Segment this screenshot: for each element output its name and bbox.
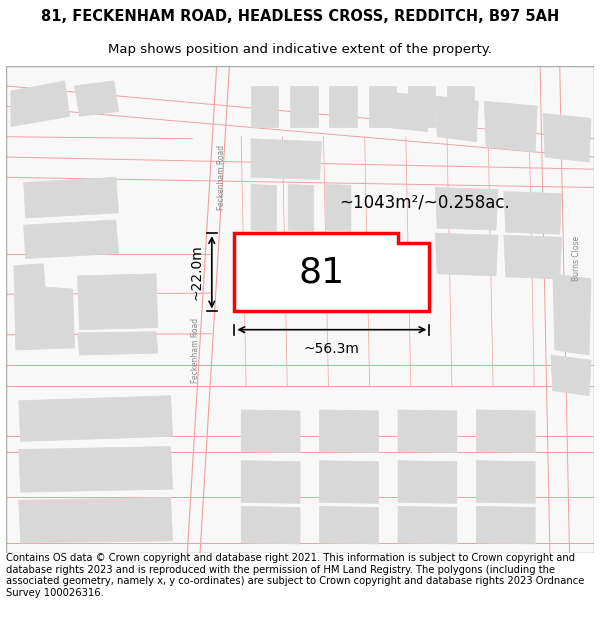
Polygon shape bbox=[241, 410, 300, 452]
Polygon shape bbox=[19, 396, 173, 441]
Text: Map shows position and indicative extent of the property.: Map shows position and indicative extent… bbox=[108, 42, 492, 56]
Polygon shape bbox=[235, 233, 430, 311]
Polygon shape bbox=[77, 274, 158, 330]
Polygon shape bbox=[543, 113, 591, 162]
Polygon shape bbox=[484, 101, 537, 152]
Polygon shape bbox=[435, 233, 498, 276]
Polygon shape bbox=[376, 91, 430, 132]
Polygon shape bbox=[23, 220, 119, 259]
Text: Contains OS data © Crown copyright and database right 2021. This information is : Contains OS data © Crown copyright and d… bbox=[6, 553, 584, 598]
Polygon shape bbox=[11, 81, 70, 126]
Text: ~56.3m: ~56.3m bbox=[304, 342, 360, 356]
Polygon shape bbox=[251, 139, 322, 179]
Polygon shape bbox=[251, 184, 277, 231]
Polygon shape bbox=[23, 177, 119, 218]
Polygon shape bbox=[504, 191, 562, 234]
Polygon shape bbox=[398, 506, 457, 544]
Polygon shape bbox=[329, 86, 357, 126]
Text: 81: 81 bbox=[299, 255, 345, 289]
Polygon shape bbox=[476, 410, 535, 452]
Polygon shape bbox=[320, 506, 379, 544]
Polygon shape bbox=[398, 461, 457, 503]
Polygon shape bbox=[14, 264, 74, 350]
Polygon shape bbox=[504, 235, 562, 279]
Text: ~1043m²/~0.258ac.: ~1043m²/~0.258ac. bbox=[339, 194, 510, 212]
Polygon shape bbox=[320, 410, 379, 452]
Polygon shape bbox=[476, 506, 535, 544]
Polygon shape bbox=[368, 86, 396, 126]
Polygon shape bbox=[74, 81, 119, 116]
Text: 81, FECKENHAM ROAD, HEADLESS CROSS, REDDITCH, B97 5AH: 81, FECKENHAM ROAD, HEADLESS CROSS, REDD… bbox=[41, 9, 559, 24]
Polygon shape bbox=[290, 86, 317, 126]
Polygon shape bbox=[476, 461, 535, 503]
Polygon shape bbox=[251, 275, 302, 309]
Polygon shape bbox=[241, 461, 300, 503]
Polygon shape bbox=[19, 498, 173, 543]
Polygon shape bbox=[398, 410, 457, 452]
Polygon shape bbox=[408, 86, 435, 126]
Text: Feckenham Road: Feckenham Road bbox=[191, 318, 200, 382]
Text: ~22.0m: ~22.0m bbox=[190, 244, 204, 300]
Polygon shape bbox=[553, 274, 591, 355]
Polygon shape bbox=[19, 446, 173, 493]
Polygon shape bbox=[325, 184, 351, 231]
Polygon shape bbox=[551, 355, 591, 396]
Polygon shape bbox=[320, 461, 379, 503]
Polygon shape bbox=[288, 184, 314, 231]
Polygon shape bbox=[77, 332, 158, 355]
Polygon shape bbox=[241, 506, 300, 544]
Polygon shape bbox=[435, 188, 498, 230]
Text: Feckenham Road: Feckenham Road bbox=[217, 145, 226, 210]
Polygon shape bbox=[447, 86, 475, 126]
Polygon shape bbox=[435, 96, 478, 142]
Polygon shape bbox=[251, 234, 302, 272]
Polygon shape bbox=[251, 86, 278, 126]
Text: Burns Close: Burns Close bbox=[572, 236, 581, 281]
